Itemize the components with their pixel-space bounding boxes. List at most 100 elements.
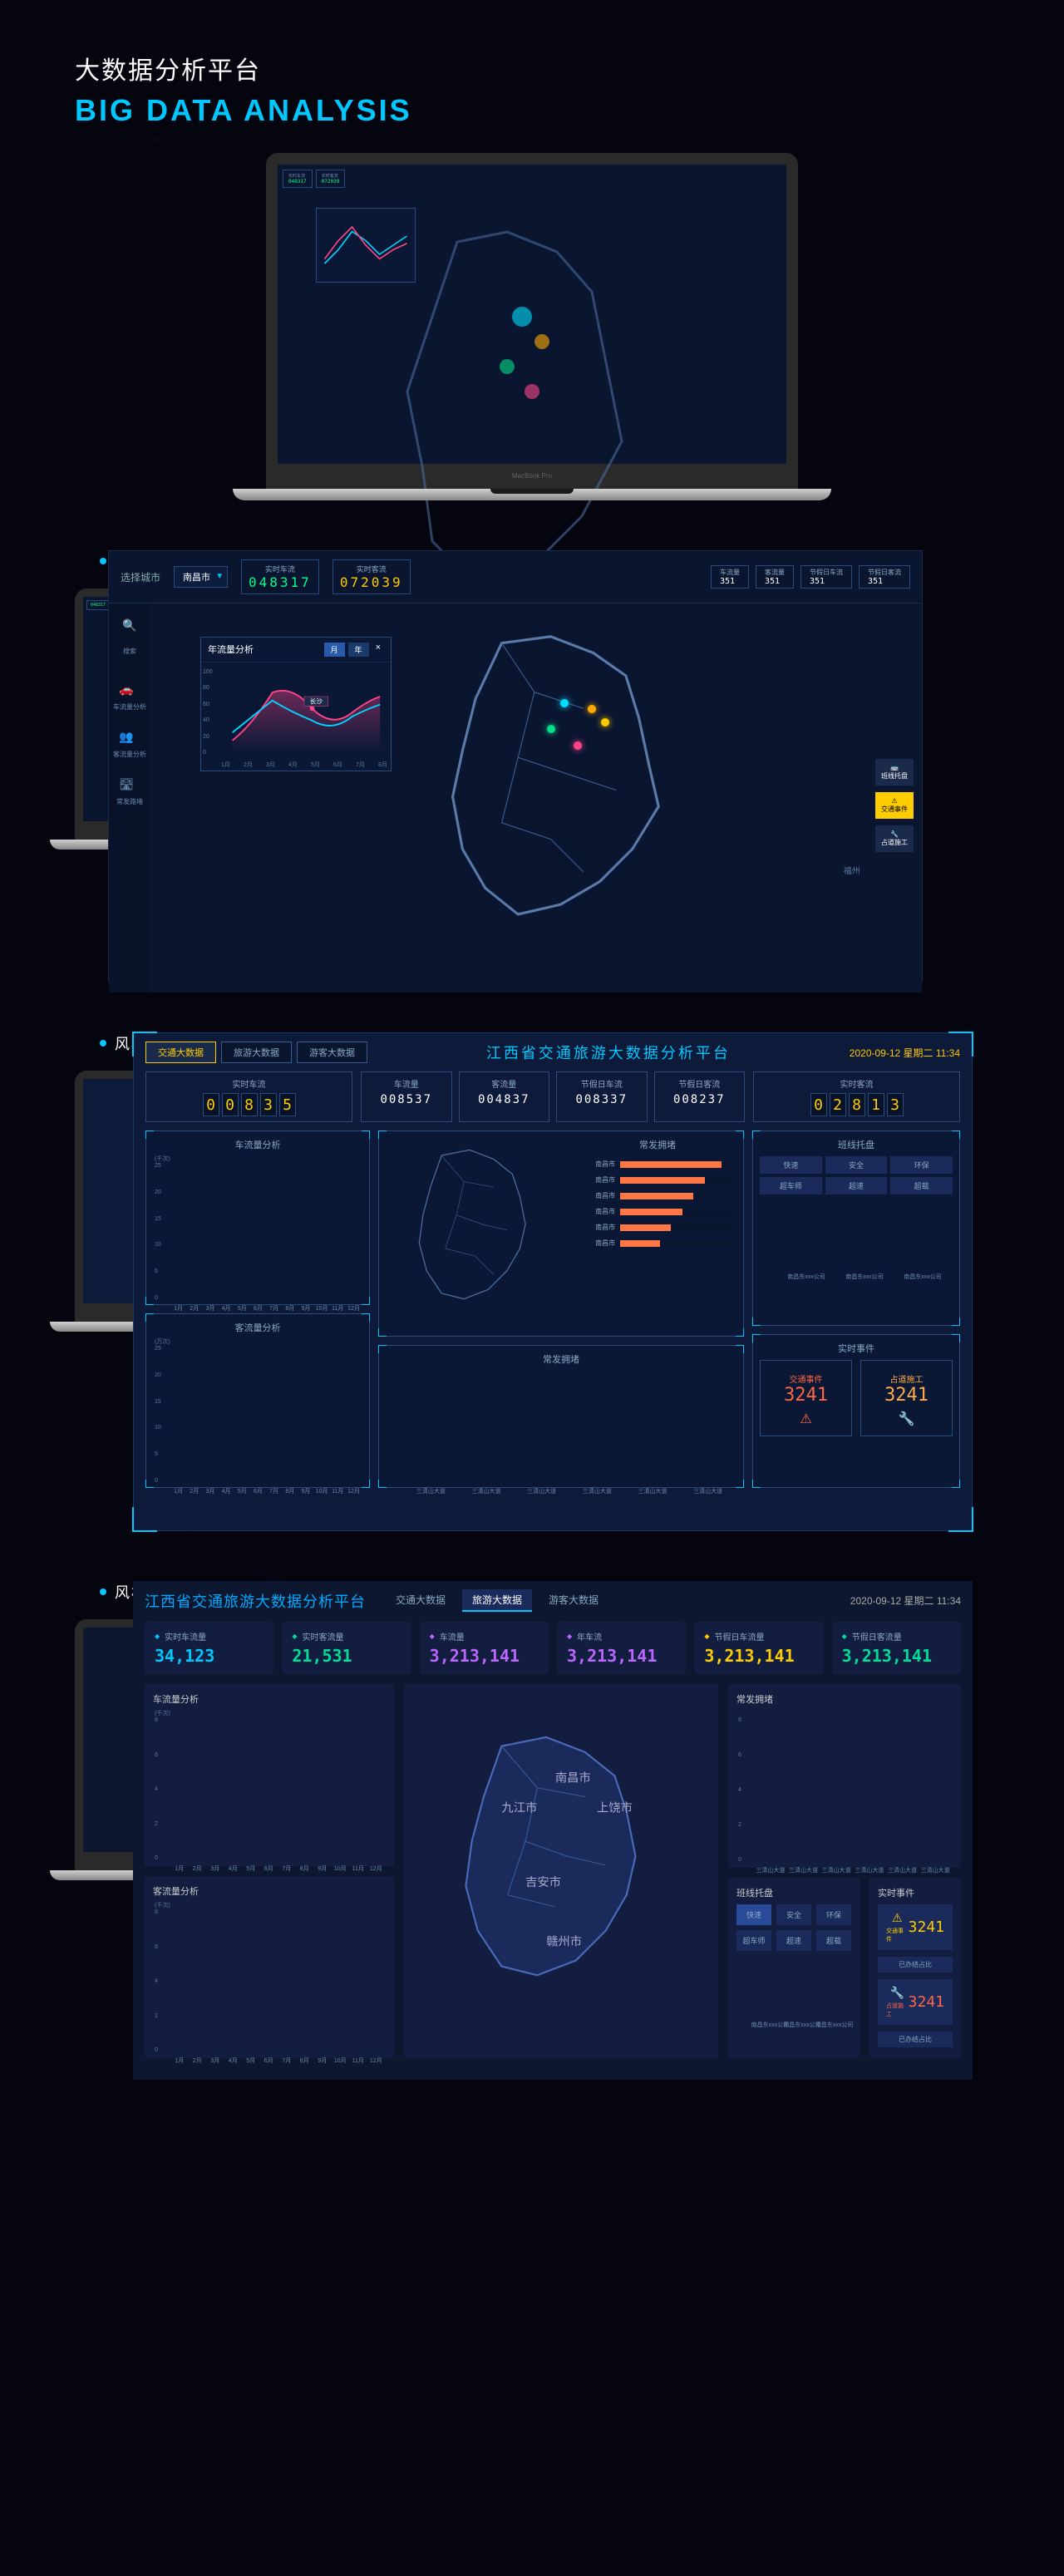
kpi: 节假日车流量3,213,141 [694, 1622, 823, 1674]
sidebar-item[interactable]: 🛣常发路堵 [113, 771, 146, 806]
map-dot[interactable] [560, 699, 569, 707]
quality-btn[interactable]: 超速 [825, 1177, 888, 1194]
page-title-cn: 大数据分析平台 [75, 50, 1064, 86]
panel-events: 实时事件 交通事件 3241 ⚠ 占道施工 3241 🔧 [752, 1334, 960, 1488]
event-row[interactable]: 🔧占道施工3241 [878, 1979, 953, 2025]
map-tool[interactable]: 🚌班线托盘 [875, 759, 914, 786]
page-title-en: BIG DATA ANALYSIS [75, 93, 1064, 128]
s3-panel-quality: 班线托盘 快速安全环保超车师超速超载 南昌东xxx公司南昌东xxx公司南昌东xx… [728, 1878, 860, 2058]
stat-small: 节假日车流351 [800, 565, 852, 589]
style2-tabs: 交通大数据旅游大数据游客大数据 [145, 1042, 367, 1063]
map-tool[interactable]: 🔧占道施工 [875, 825, 914, 852]
tab[interactable]: 游客大数据 [297, 1042, 367, 1063]
mini-chart [316, 208, 416, 283]
event-traffic[interactable]: 交通事件 3241 ⚠ [760, 1360, 852, 1436]
chart-title: 年流量分析 [208, 643, 254, 657]
digit: 3 [887, 1093, 904, 1116]
panel-map-center: 常发拥堵 南昌市南昌市南昌市南昌市南昌市南昌市 [378, 1130, 744, 1337]
digit: 8 [849, 1093, 865, 1116]
svg-text:上饶市: 上饶市 [597, 1800, 633, 1815]
digit: 5 [279, 1093, 296, 1116]
s3-map: 南昌市 九江市 上饶市 吉安市 赣州市 [412, 1692, 710, 2050]
kpi: 车流量3,213,141 [420, 1622, 549, 1674]
hbar-row: 南昌市 [582, 1175, 733, 1185]
close-icon[interactable]: × [372, 643, 384, 657]
quality-btn[interactable]: 超车师 [736, 1930, 771, 1951]
digit: 0 [203, 1093, 219, 1116]
style3-title: 江西省交通旅游大数据分析平台 [145, 1590, 366, 1612]
city-dropdown[interactable]: 南昌市 [174, 566, 228, 588]
sidebar-item[interactable]: 👥客流量分析 [113, 723, 146, 759]
tab[interactable]: 游客大数据 [539, 1589, 608, 1612]
style2-dashboard: 交通大数据旅游大数据游客大数据 江西省交通旅游大数据分析平台 2020-09-1… [133, 1032, 973, 1531]
city-label-fuzhou: 福州 [844, 864, 860, 876]
sidebar-item[interactable]: 🚗车流量分析 [113, 676, 146, 712]
kpi: 实时车流量34,123 [145, 1622, 273, 1674]
style2-title: 江西省交通旅游大数据分析平台 [384, 1042, 833, 1063]
quality-btn[interactable]: 超载 [816, 1930, 851, 1951]
digit: 0 [222, 1093, 239, 1116]
map-dot[interactable] [574, 741, 582, 750]
sidebar-icon: 🛣 [113, 771, 140, 797]
quality-btn[interactable]: 超载 [890, 1177, 953, 1194]
quality-btn[interactable]: 环保 [816, 1904, 851, 1925]
hbar-row: 南昌市 [582, 1160, 733, 1169]
hbar-row: 南昌市 [582, 1207, 733, 1216]
kpi-mid: 客流量004837 [459, 1071, 550, 1122]
kpi-mid: 节假日客流008237 [654, 1071, 746, 1122]
quality-btn[interactable]: 超车师 [760, 1177, 822, 1194]
stat-realtime-passenger: 实时客流 072039 [332, 559, 411, 594]
page-header: 大数据分析平台 BIG DATA ANALYSIS [75, 50, 1064, 128]
digit: 8 [241, 1093, 258, 1116]
search-icon[interactable]: 🔍 [116, 612, 143, 638]
tab[interactable]: 交通大数据 [386, 1589, 456, 1612]
svg-text:南昌市: 南昌市 [555, 1771, 591, 1785]
s3-panel-events: 实时事件 ⚠交通事件3241已办结占比🔧占道施工3241已办结占比 [869, 1878, 961, 2058]
kpi-mid: 车流量008537 [361, 1071, 452, 1122]
map-dot[interactable] [547, 725, 555, 733]
map-tool[interactable]: ⚠交通事件 [875, 792, 914, 819]
kpi: 实时客流量21,531 [282, 1622, 411, 1674]
province-map [397, 627, 736, 953]
event-badge: 已办结占比 [878, 2032, 953, 2047]
kpi-realtime-passenger: 实时客流 02813 [753, 1071, 960, 1122]
stat-small: 客流量351 [756, 565, 794, 589]
style3-dashboard: 江西省交通旅游大数据分析平台 交通大数据旅游大数据游客大数据 2020-09-1… [133, 1581, 973, 2080]
event-badge: 已办结占比 [878, 1957, 953, 1973]
quality-btn[interactable]: 快速 [760, 1156, 822, 1174]
svg-text:赣州市: 赣州市 [546, 1935, 582, 1949]
digit: 2 [830, 1093, 846, 1116]
center-map[interactable] [386, 1138, 572, 1329]
sidebar-icon: 🚗 [113, 676, 140, 702]
style1-topbar: 选择城市 南昌市 实时车流 048317 实时客流 072039 车流量351客… [109, 551, 922, 603]
stat-car-value: 048317 [249, 574, 312, 590]
map-tools: 🚌班线托盘 ⚠交通事件 🔧占道施工 [875, 759, 914, 852]
panel-quality: 班线托盘 快速安全环保超车师超速超载 南昌东xxx公司南昌东xxx公司南昌东xx… [752, 1130, 960, 1326]
map-area[interactable]: 福州 年流量分析 月 年 × 020406080100 [150, 603, 922, 992]
event-row[interactable]: ⚠交通事件3241 [878, 1904, 953, 1950]
panel-passenger-flow: 客流量分析 (万次) 0510152025 1月2月3月4月5月6月7月8月9月… [145, 1313, 370, 1488]
btn-month[interactable]: 月 [324, 643, 345, 657]
event-construction[interactable]: 占道施工 3241 🔧 [860, 1360, 953, 1436]
tab[interactable]: 旅游大数据 [462, 1589, 532, 1612]
quality-btn[interactable]: 超速 [776, 1930, 811, 1951]
svg-text:长沙: 长沙 [310, 697, 323, 706]
quality-btn[interactable]: 环保 [890, 1156, 953, 1174]
s3-panel-map[interactable]: 南昌市 九江市 上饶市 吉安市 赣州市 [404, 1684, 718, 2058]
hbar-row: 南昌市 [582, 1223, 733, 1232]
btn-year[interactable]: 年 [348, 643, 369, 657]
stat-small: 节假日客流351 [859, 565, 910, 589]
hbar-row: 南昌市 [582, 1191, 733, 1200]
digit: 3 [260, 1093, 277, 1116]
tab[interactable]: 旅游大数据 [221, 1042, 292, 1063]
style3-tabs: 交通大数据旅游大数据游客大数据 [386, 1589, 608, 1612]
s3-panel-car-flow: 车流量分析 (千次) 02468 1月2月3月4月5月6月7月8月9月10月11… [145, 1684, 394, 1866]
dashboard-preview: 实时车流048317 实时客流072039 [278, 165, 786, 464]
style3-date: 2020-09-12 星期二 11:34 [850, 1593, 961, 1608]
quality-btn[interactable]: 安全 [825, 1156, 888, 1174]
s3-panel-congestion: 常发拥堵 02468 三清山大道三清山大道三清山大道三清山大道三清山大道三清山大… [728, 1684, 961, 1868]
quality-btn[interactable]: 安全 [776, 1904, 811, 1925]
stat-realtime-car: 实时车流 048317 [241, 559, 319, 594]
svg-text:吉安市: 吉安市 [525, 1875, 561, 1889]
quality-btn[interactable]: 快速 [736, 1904, 771, 1925]
